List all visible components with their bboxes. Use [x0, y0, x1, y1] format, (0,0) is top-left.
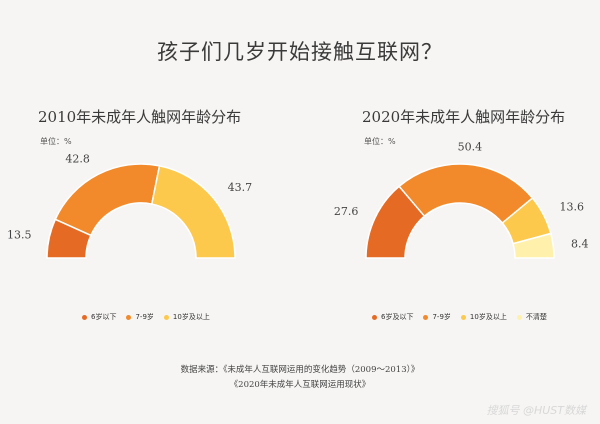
legend-swatch — [423, 314, 429, 320]
legend-swatch — [372, 314, 377, 320]
data-label-1: 27.6 — [334, 205, 359, 218]
legend-item: 7-9岁 — [126, 312, 154, 322]
legend-item: 10岁及以上 — [460, 312, 507, 322]
legend-2010: 6岁以下 7-9岁 10岁及以上 — [82, 312, 210, 322]
legend-2020: 6岁及以下 7-9岁 10岁及以上 不清楚 — [372, 312, 547, 322]
legend-label: 10岁及以上 — [172, 313, 210, 321]
source-line-2: 《2020年未成年人互联网运用现状》 — [229, 380, 371, 390]
donut-slice-4 — [512, 232, 555, 259]
donut-chart-2020: 27.6 50.4 13.6 8.4 — [334, 140, 589, 259]
legend-swatch — [126, 314, 132, 320]
unit-label-2020: 单位：% — [364, 137, 396, 146]
legend-item: 不清楚 — [516, 312, 547, 322]
donut-slice-2 — [54, 163, 161, 237]
legend-label: 不清楚 — [525, 313, 547, 321]
data-label-4: 8.4 — [571, 237, 589, 250]
data-label-2: 50.4 — [458, 140, 483, 153]
page-title: 孩子们几岁开始接触互联网？ — [157, 40, 443, 64]
legend-item: 10岁及以上 — [163, 312, 210, 322]
data-label-3: 43.7 — [228, 181, 253, 194]
data-label-3: 13.6 — [559, 201, 584, 214]
legend-label: 10岁及以上 — [469, 313, 507, 321]
donut-slice-3 — [150, 164, 236, 259]
donut-chart-2010: 13.5 42.8 43.7 — [7, 152, 253, 259]
data-label-2: 42.8 — [65, 152, 90, 165]
legend-swatch — [516, 314, 522, 320]
legend-item: 6岁以下 — [82, 312, 116, 322]
data-label-1: 13.5 — [7, 228, 32, 241]
chart-title-2010: 2010年未成年人触网年龄分布 — [38, 108, 242, 126]
legend-swatch — [460, 314, 466, 320]
legend-item: 7-9岁 — [423, 312, 451, 322]
legend-swatch — [163, 314, 169, 320]
legend-item: 6岁及以下 — [372, 312, 413, 322]
legend-label: 6岁以下 — [91, 313, 117, 321]
source-line-1: 数据来源：《未成年人互联网运用的变化趋势（2009～2013）》 — [180, 365, 420, 375]
legend-label: 7-9岁 — [135, 313, 154, 321]
legend-label: 6岁及以下 — [381, 313, 414, 321]
watermark: 搜狐号 @HUST数媒 — [486, 404, 586, 417]
chart-title-2020: 2020年未成年人触网年龄分布 — [362, 108, 566, 126]
legend-swatch — [82, 314, 87, 320]
unit-label-2010: 单位：% — [40, 137, 72, 146]
legend-label: 7-9岁 — [432, 313, 451, 321]
